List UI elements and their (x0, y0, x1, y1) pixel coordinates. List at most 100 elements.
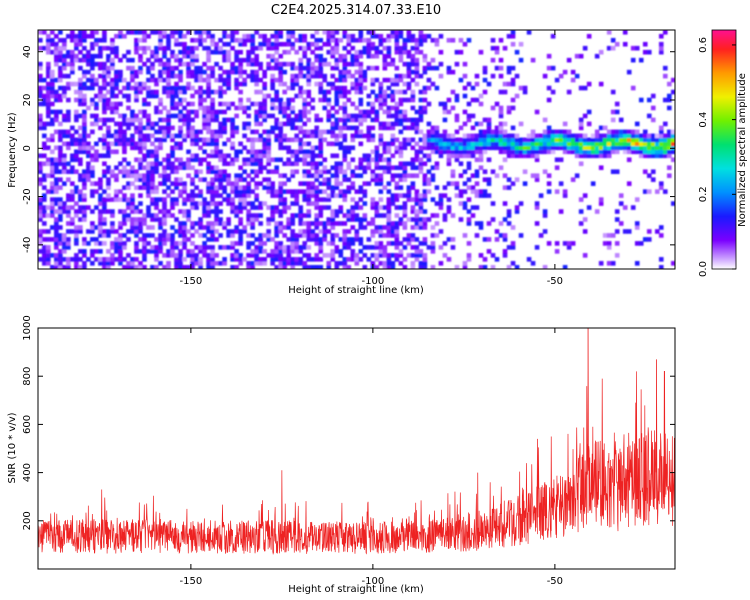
heatmap-cell (274, 61, 279, 67)
heatmap-cell (650, 145, 656, 151)
heatmap-cell (78, 65, 83, 71)
heatmap-cell (410, 265, 416, 269)
y-tick-label: 600 (22, 415, 33, 434)
heatmap-cell (414, 157, 420, 163)
heatmap-cell (78, 141, 83, 147)
heatmap-cell (598, 153, 604, 159)
heatmap-cell (126, 253, 131, 258)
heatmap-cell (374, 225, 380, 230)
heatmap-cell (298, 37, 304, 43)
heatmap-cell (98, 177, 103, 182)
heatmap-cell (586, 137, 592, 143)
heatmap-cell (302, 45, 308, 51)
heatmap-cell (278, 221, 283, 226)
heatmap-cell (314, 57, 320, 63)
heatmap-cell (334, 173, 340, 178)
heatmap-cell (58, 205, 63, 210)
heatmap-cell (330, 257, 336, 262)
heatmap-cell (518, 153, 524, 159)
heatmap-cell (58, 169, 63, 174)
heatmap-cell (350, 253, 356, 258)
heatmap-cell (446, 209, 452, 214)
heatmap-cell (298, 61, 304, 67)
heatmap-cell (118, 89, 123, 95)
heatmap-cell (402, 205, 408, 210)
heatmap-cell (518, 121, 524, 127)
heatmap-cell (302, 181, 308, 186)
heatmap-cell (138, 30, 143, 35)
heatmap-cell (86, 141, 91, 147)
heatmap-cell (194, 73, 199, 79)
heatmap-cell (102, 145, 107, 151)
heatmap-cell (666, 129, 672, 135)
heatmap-cell (502, 233, 508, 238)
heatmap-cell (62, 237, 67, 242)
heatmap-cell (366, 53, 372, 59)
heatmap-cell (182, 181, 187, 186)
heatmap-cell (402, 41, 408, 47)
heatmap-cell (250, 61, 255, 67)
heatmap-cell (154, 169, 159, 174)
heatmap-cell (286, 189, 291, 194)
heatmap-cell (98, 217, 103, 222)
heatmap-cell (334, 161, 340, 167)
heatmap-cell (158, 237, 163, 242)
heatmap-cell (554, 129, 560, 135)
heatmap-cell (618, 193, 624, 198)
heatmap-cell (50, 165, 55, 171)
heatmap-cell (414, 81, 420, 87)
heatmap-cell (322, 57, 328, 63)
heatmap-cell (418, 30, 424, 35)
heatmap-cell (102, 189, 107, 194)
heatmap-cell (582, 133, 588, 139)
heatmap-cell (314, 113, 320, 119)
heatmap-cell (366, 257, 372, 262)
heatmap-cell (266, 177, 271, 182)
heatmap-cell (210, 153, 215, 159)
heatmap-cell (126, 169, 131, 174)
heatmap-cell (170, 101, 175, 107)
heatmap-cell (138, 53, 143, 59)
heatmap-cell (330, 249, 336, 254)
heatmap-cell (82, 101, 87, 107)
heatmap-cell (50, 157, 55, 163)
heatmap-cell (250, 41, 255, 47)
heatmap-cell (322, 157, 328, 163)
heatmap-cell (134, 233, 139, 238)
heatmap-cell (454, 265, 460, 269)
heatmap-cell (574, 73, 580, 79)
heatmap-cell (330, 173, 336, 178)
heatmap-cell (614, 41, 620, 47)
heatmap-cell (326, 141, 332, 147)
heatmap-cell (330, 141, 336, 147)
heatmap-cell (94, 205, 99, 210)
heatmap-cell (154, 213, 159, 218)
heatmap-cell (122, 33, 127, 39)
heatmap-cell (378, 241, 384, 246)
heatmap-cell (386, 45, 392, 51)
heatmap-cell (358, 49, 364, 55)
heatmap-cell (98, 45, 103, 51)
heatmap-cell (318, 213, 324, 218)
heatmap-cell (238, 173, 243, 178)
heatmap-cell (370, 45, 376, 51)
heatmap-cell (86, 53, 91, 59)
heatmap-cell (382, 89, 388, 95)
heatmap-cell (102, 33, 107, 39)
heatmap-cell (66, 141, 71, 147)
heatmap-cell (238, 37, 243, 43)
heatmap-cell (102, 217, 107, 222)
heatmap-cell (270, 249, 275, 254)
heatmap-cell (538, 145, 544, 151)
heatmap-cell (534, 149, 540, 155)
heatmap-cell (334, 117, 340, 123)
heatmap-cell (298, 117, 304, 123)
heatmap-cell (354, 201, 360, 206)
heatmap-cell (254, 121, 259, 127)
heatmap-cell (218, 233, 223, 238)
heatmap-cell (398, 253, 404, 258)
heatmap-cell (422, 241, 428, 246)
heatmap-cell (446, 137, 452, 143)
heatmap-cell (230, 245, 235, 250)
heatmap-cell (58, 201, 63, 206)
